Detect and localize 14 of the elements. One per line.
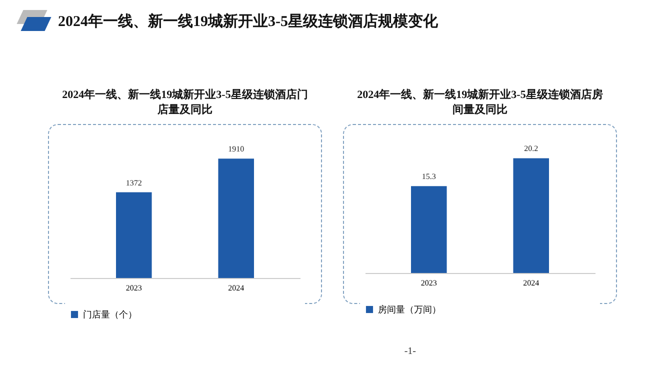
x-tick-label: 2024 xyxy=(228,284,244,292)
data-label: 1372 xyxy=(126,178,142,188)
text: 2024年一线、新一线19城新开业3-5星级连锁酒店规模变化 xyxy=(58,12,438,30)
text: -1- xyxy=(404,346,416,357)
data-label: 1910 xyxy=(228,144,244,154)
data-label: 15.3 xyxy=(422,172,436,182)
chart-title: 2024年一线、新一线19城新开业3-5星级连锁酒店房间量及同比 xyxy=(356,88,604,118)
x-tick-label: 2023 xyxy=(420,278,437,288)
x-tick-label: 2024 xyxy=(523,278,540,288)
chart-title: 2024年一线、新一线19城新开业3-5星级连锁酒店门店量及同比 xyxy=(61,88,309,118)
legend-label: 房间量（万间） xyxy=(378,304,441,314)
x-tick-label: 2023 xyxy=(126,284,142,292)
legend-label: 门店量（个） xyxy=(83,310,137,320)
data-label: 20.2 xyxy=(524,144,538,154)
